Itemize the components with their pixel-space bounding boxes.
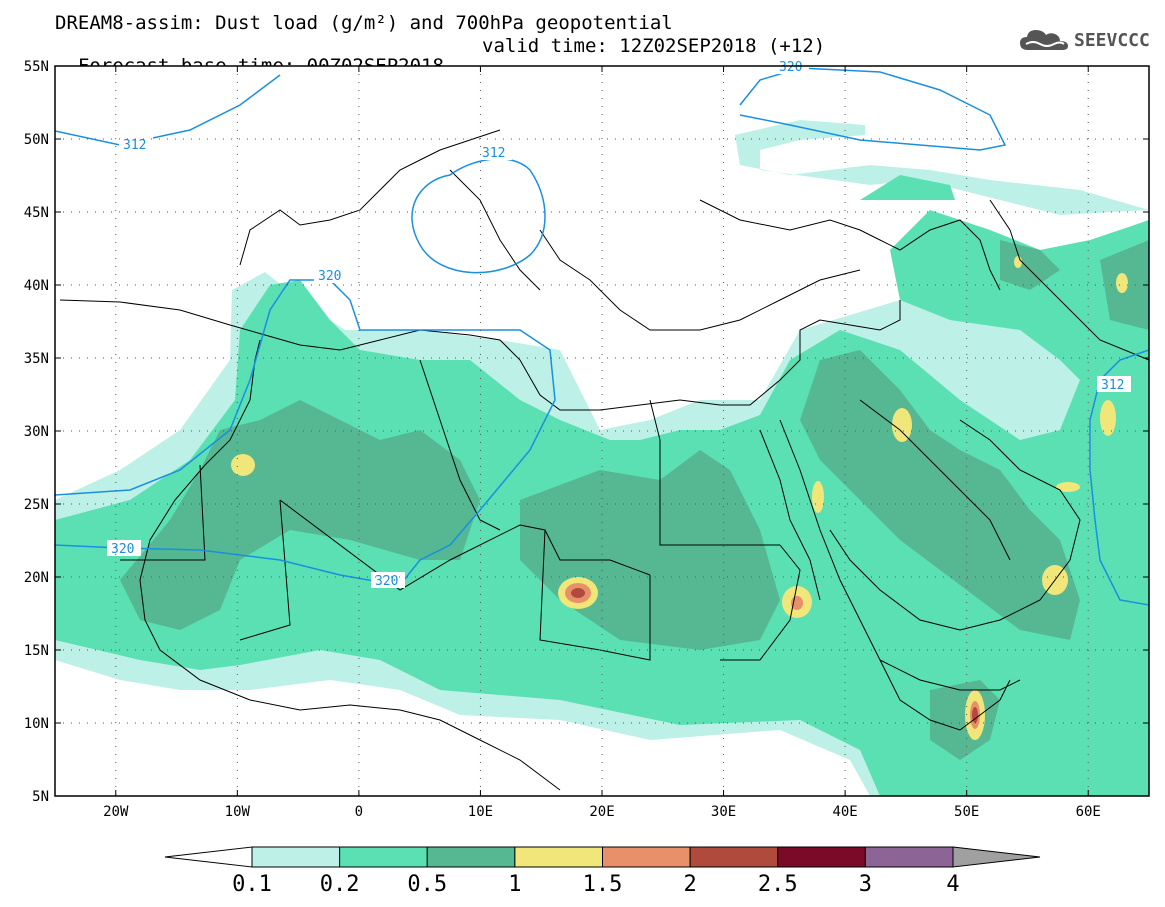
logo-text: SEEVCCC bbox=[1074, 29, 1150, 51]
lat-tick-label: 40N bbox=[24, 278, 49, 294]
contour-312-east bbox=[1089, 349, 1149, 606]
colorbar-label: 2 bbox=[683, 872, 697, 897]
lat-tick-label: 10N bbox=[24, 716, 49, 732]
lat-tick-label: 55N bbox=[24, 59, 49, 75]
lon-tick-label: 10E bbox=[468, 804, 493, 820]
contour-label: 320 bbox=[111, 542, 134, 557]
lat-tick-label: 35N bbox=[24, 351, 49, 367]
colorbar-label: 4 bbox=[946, 872, 960, 897]
lon-tick-label: 20E bbox=[589, 804, 614, 820]
lat-tick-label: 20N bbox=[24, 570, 49, 586]
colorbar-label: 1.5 bbox=[582, 872, 623, 897]
axis-ticks: 20W 10W 0 10E 20E 30E 40E 50E 60E 55N 50N 45N 40N 35N… bbox=[24, 59, 1149, 820]
colorbar-label: 0.5 bbox=[407, 872, 448, 897]
cloud-icon bbox=[1020, 30, 1068, 50]
contour-label: 312 bbox=[482, 146, 505, 161]
contour-312-north bbox=[55, 74, 281, 146]
contour-312-loop bbox=[411, 158, 546, 274]
contour-label: 320 bbox=[318, 269, 341, 284]
lat-tick-label: 5N bbox=[32, 789, 49, 805]
contour-320-main bbox=[55, 279, 556, 586]
colorbar bbox=[164, 846, 1041, 868]
contour-label: 312 bbox=[1101, 378, 1124, 393]
lat-tick-label: 50N bbox=[24, 132, 49, 148]
colorbar-label: 3 bbox=[858, 872, 872, 897]
lon-tick-label: 10W bbox=[225, 804, 251, 820]
lon-tick-label: 20W bbox=[103, 804, 129, 820]
colorbar-label: 0.1 bbox=[232, 872, 272, 897]
dust-band-0.5 bbox=[120, 240, 1149, 760]
lon-tick-label: 30E bbox=[711, 804, 736, 820]
colorbar-label: 1 bbox=[508, 872, 522, 897]
colorbar-label: 0.2 bbox=[319, 872, 360, 897]
lon-tick-label: 60E bbox=[1076, 804, 1101, 820]
colorbar-segment bbox=[864, 846, 954, 868]
lon-tick-label: 0 bbox=[355, 804, 363, 820]
lat-tick-label: 25N bbox=[24, 497, 49, 513]
contour-labels: 312 320 312 320 320 312 320 bbox=[107, 58, 1131, 589]
lat-tick-label: 45N bbox=[24, 205, 49, 221]
colorbar-arrow-right bbox=[952, 846, 1041, 868]
colorbar-segment bbox=[251, 846, 341, 868]
map-grid bbox=[55, 66, 1149, 796]
map-frame bbox=[54, 65, 1150, 797]
colorbar-arrow-left bbox=[164, 846, 253, 868]
colorbar-label: 2.5 bbox=[757, 872, 798, 897]
contour-label: 312 bbox=[123, 138, 146, 153]
colorbar-segment bbox=[426, 846, 516, 868]
contour-label: 320 bbox=[779, 60, 802, 75]
colorbar-segment bbox=[777, 846, 866, 868]
colorbar-segment bbox=[339, 846, 428, 868]
colorbar-segment bbox=[514, 846, 603, 868]
contour-label: 320 bbox=[375, 574, 398, 589]
valid-time: valid time: 12Z02SEP2018 (+12) bbox=[482, 35, 826, 57]
colorbar-segment bbox=[602, 846, 691, 868]
colorbar-segment bbox=[689, 846, 779, 868]
seevccc-logo: SEEVCCC bbox=[1018, 25, 1150, 55]
dust-band-2 bbox=[571, 588, 978, 723]
lon-tick-label: 50E bbox=[954, 804, 979, 820]
lon-tick-label: 40E bbox=[832, 804, 857, 820]
lat-tick-label: 30N bbox=[24, 424, 49, 440]
map-title: DREAM8-assim: Dust load (g/m²) and 700hP… bbox=[55, 12, 673, 34]
lat-tick-label: 15N bbox=[24, 643, 49, 659]
